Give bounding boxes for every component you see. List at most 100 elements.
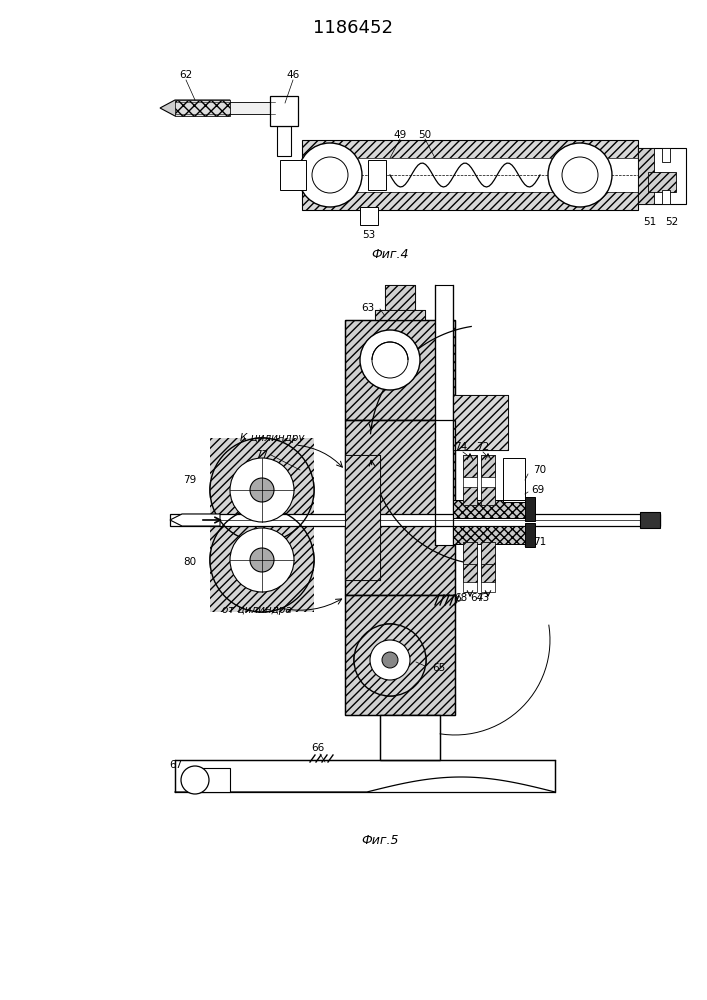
Circle shape (372, 342, 408, 378)
Circle shape (562, 157, 598, 193)
Text: 64: 64 (470, 593, 484, 603)
Circle shape (250, 478, 274, 502)
Bar (638, 148, 654, 204)
Bar (453, 526, 533, 544)
Bar (463, 455, 477, 505)
Bar (170, 514, 660, 526)
Bar (380, 715, 440, 760)
Bar (525, 497, 535, 521)
Bar (662, 190, 670, 204)
Circle shape (312, 157, 348, 193)
Text: 73: 73 (477, 593, 490, 603)
Circle shape (230, 528, 294, 592)
Bar (503, 458, 525, 502)
Text: 69: 69 (531, 485, 544, 495)
Bar (453, 500, 533, 518)
Circle shape (210, 438, 314, 542)
Bar (648, 172, 676, 192)
Circle shape (382, 652, 398, 668)
Bar (345, 320, 455, 420)
Polygon shape (160, 100, 230, 116)
Text: +: + (284, 104, 294, 116)
Text: 50: 50 (419, 130, 431, 140)
Text: 62: 62 (180, 70, 192, 80)
Bar (345, 595, 455, 715)
Bar (453, 395, 508, 450)
Bar (481, 455, 495, 477)
Bar (463, 455, 477, 477)
Bar (277, 126, 291, 156)
Bar (662, 148, 670, 162)
Polygon shape (170, 514, 220, 526)
Bar (360, 207, 378, 225)
Bar (481, 455, 495, 505)
Circle shape (298, 143, 362, 207)
Text: 66: 66 (311, 743, 325, 753)
Text: 74: 74 (455, 442, 467, 452)
Bar (375, 310, 425, 320)
Text: 71: 71 (533, 537, 547, 547)
Bar (345, 595, 455, 715)
Bar (463, 542, 477, 592)
Text: от цилиндра: от цилиндра (222, 605, 292, 615)
Bar (435, 285, 453, 545)
Text: 49: 49 (393, 130, 407, 140)
Bar (210, 508, 314, 612)
Bar (175, 760, 555, 792)
Circle shape (354, 624, 426, 696)
Text: 52: 52 (665, 217, 679, 227)
Bar (385, 285, 415, 310)
Text: 67: 67 (170, 760, 183, 770)
Circle shape (250, 548, 274, 572)
Text: 77: 77 (255, 450, 268, 460)
Bar (302, 158, 638, 192)
Text: 51: 51 (643, 217, 657, 227)
Bar (380, 715, 440, 760)
Bar (175, 102, 275, 114)
Text: 1186452: 1186452 (313, 19, 393, 37)
Bar (463, 564, 477, 582)
Text: К цилиндру: К цилиндру (240, 433, 305, 443)
Bar (481, 542, 495, 564)
Bar (345, 455, 380, 580)
Circle shape (230, 458, 294, 522)
Text: 80: 80 (183, 557, 196, 567)
Circle shape (548, 143, 612, 207)
Bar (188, 768, 230, 792)
Bar (345, 420, 455, 595)
Text: Фиг.5: Фиг.5 (361, 834, 399, 846)
Bar (302, 140, 638, 210)
Bar (463, 542, 477, 564)
Bar (345, 320, 455, 420)
Bar (375, 310, 425, 320)
Text: Фиг.4: Фиг.4 (371, 248, 409, 261)
Bar (481, 564, 495, 582)
Text: 79: 79 (182, 475, 196, 485)
Bar (481, 487, 495, 505)
Bar (525, 523, 535, 547)
Text: А: А (180, 514, 190, 526)
Circle shape (181, 766, 209, 794)
Text: 53: 53 (363, 230, 375, 240)
Circle shape (370, 640, 410, 680)
Bar (463, 487, 477, 505)
Text: 70: 70 (533, 465, 546, 475)
Circle shape (210, 508, 314, 612)
Bar (280, 160, 306, 190)
Bar (270, 96, 298, 126)
Bar (175, 100, 230, 116)
Text: +: + (273, 104, 284, 116)
Bar (453, 500, 533, 518)
Bar (453, 526, 533, 544)
Bar (385, 285, 415, 310)
Text: 72: 72 (477, 442, 490, 452)
Bar (481, 542, 495, 592)
Bar (354, 624, 426, 696)
Bar (368, 160, 386, 190)
Text: 65: 65 (432, 663, 445, 673)
Bar (345, 420, 455, 595)
Bar (640, 512, 660, 528)
Bar (638, 148, 686, 204)
Circle shape (360, 330, 420, 390)
Text: ◆: ◆ (366, 212, 373, 221)
